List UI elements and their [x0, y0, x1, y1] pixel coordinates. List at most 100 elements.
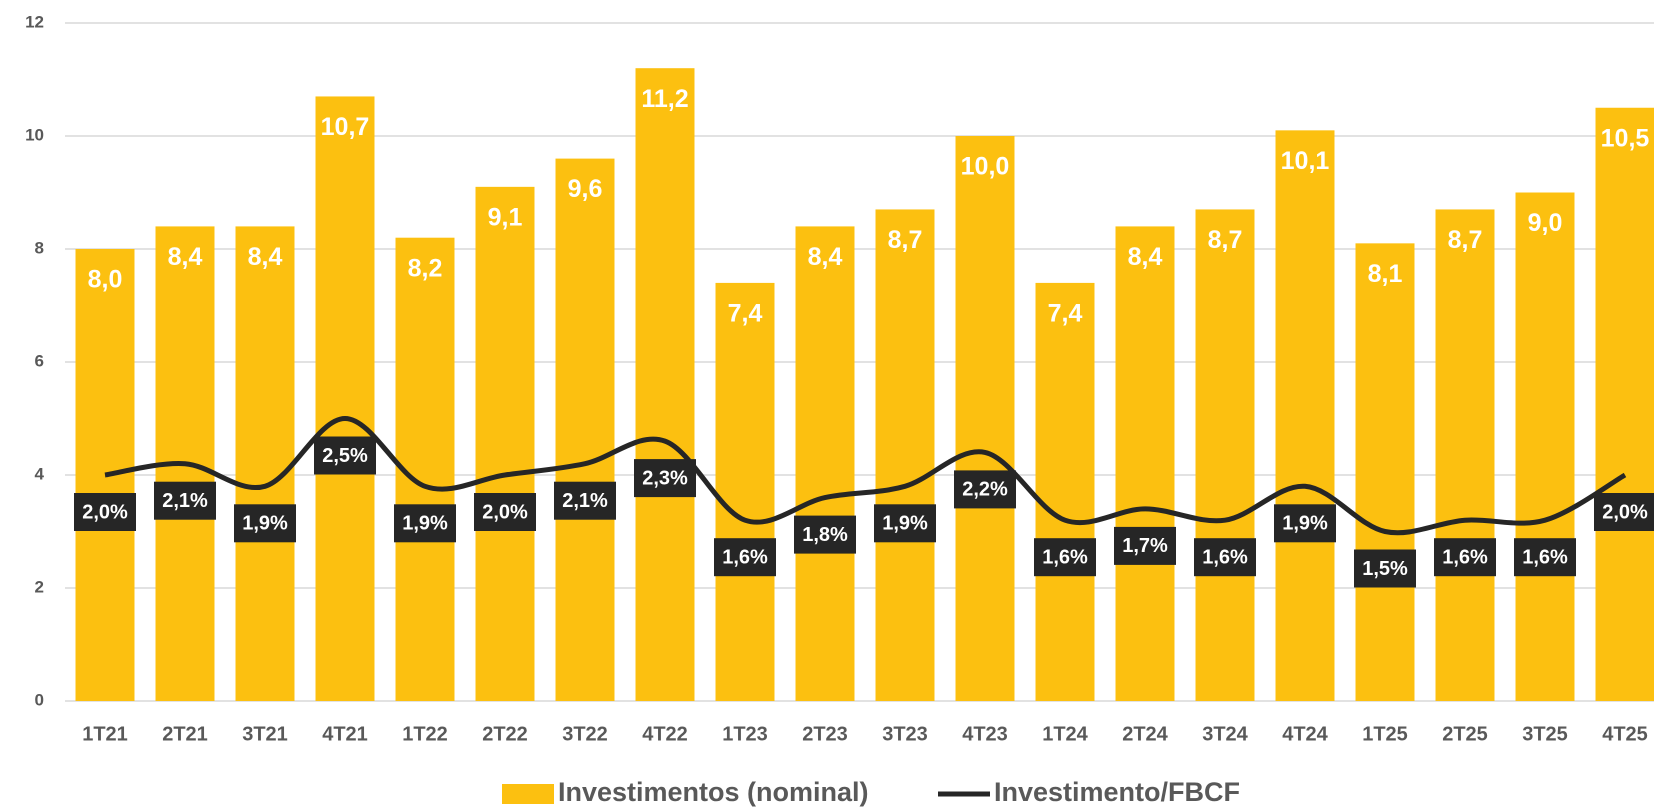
- line-label-box: [394, 504, 456, 543]
- bar: [1035, 282, 1095, 701]
- line-label-box: [234, 504, 296, 543]
- line-label-box: [1514, 538, 1576, 577]
- x-tick-label: 4T23: [962, 723, 1008, 745]
- line-value-label: 2,1%: [162, 490, 208, 512]
- line-label-box: [954, 470, 1016, 509]
- line-label-box: [1434, 538, 1496, 577]
- y-tick-label: 10: [25, 125, 44, 144]
- line-value-label: 1,9%: [882, 513, 928, 535]
- line-value-label: 1,9%: [242, 513, 288, 535]
- line-label-box: [794, 515, 856, 554]
- bar-value-label: 8,4: [168, 243, 203, 271]
- y-tick-label: 2: [35, 577, 44, 596]
- line-value-label: 1,6%: [1042, 546, 1088, 568]
- legend-label: Investimento/FBCF: [994, 777, 1240, 807]
- bar-value-label: 11,2: [641, 85, 688, 113]
- x-tick-label: 1T23: [722, 723, 768, 745]
- line-label-box: [634, 459, 696, 498]
- x-tick-label: 2T22: [482, 723, 528, 745]
- bar-value-label: 8,2: [408, 254, 443, 282]
- line-value-label: 1,9%: [402, 513, 448, 535]
- bar: [315, 96, 375, 701]
- bar-value-label: 8,7: [888, 226, 923, 254]
- bar-value-label: 9,6: [568, 175, 603, 203]
- x-tick-label: 1T24: [1042, 723, 1088, 745]
- line-value-label: 2,3%: [642, 467, 688, 489]
- bar: [475, 186, 535, 702]
- line-label-box: [714, 538, 776, 577]
- y-tick-label: 4: [35, 464, 45, 483]
- y-tick-label: 0: [35, 690, 44, 709]
- bar-value-label: 8,4: [1128, 243, 1163, 271]
- x-tick-label: 4T25: [1602, 723, 1648, 745]
- bar-value-label: 10,7: [321, 113, 370, 141]
- line: [104, 415, 1627, 536]
- line-value-label: 2,2%: [962, 479, 1008, 501]
- x-tick-label: 4T22: [642, 723, 688, 745]
- line-label-box: [1114, 526, 1176, 565]
- x-tick-label: 4T24: [1282, 723, 1328, 745]
- bar: [235, 226, 295, 701]
- line-value-label: 2,0%: [1602, 501, 1648, 523]
- bar: [1115, 226, 1175, 701]
- line-label-box: [154, 481, 216, 520]
- line-label-box: [1034, 538, 1096, 577]
- line-label-box: [1274, 504, 1336, 543]
- line-value-label: 1,6%: [1442, 546, 1488, 568]
- line-value-label: 2,1%: [562, 490, 608, 512]
- bar-value-label: 7,4: [1048, 300, 1083, 328]
- bar: [1595, 107, 1654, 701]
- legend-label: Investimentos (nominal): [558, 777, 869, 807]
- bar: [1435, 209, 1495, 701]
- bar: [1355, 243, 1415, 701]
- bar: [1195, 209, 1255, 701]
- x-tick-label: 1T25: [1362, 723, 1408, 745]
- line-label-box: [74, 493, 136, 531]
- line-label-box: [1194, 538, 1256, 577]
- bar-value-label: 10,1: [1281, 147, 1330, 175]
- legend-swatch: [502, 784, 554, 804]
- bar-value-label: 8,1: [1368, 260, 1403, 288]
- bar-value-label: 7,4: [728, 300, 763, 328]
- line-value-label: 1,6%: [1522, 546, 1568, 568]
- bar: [555, 158, 615, 702]
- bar: [715, 282, 775, 701]
- x-tick-label: 3T24: [1202, 723, 1248, 745]
- bar-value-label: 8,4: [248, 243, 283, 271]
- bar: [635, 68, 695, 701]
- line-value-label: 1,9%: [1282, 513, 1328, 535]
- line-value-label: 2,0%: [482, 501, 528, 523]
- bar-value-label: 8,7: [1208, 226, 1243, 254]
- x-tick-label: 3T21: [242, 723, 288, 745]
- line-label-box: [1354, 549, 1416, 588]
- x-tick-label: 1T21: [82, 723, 128, 745]
- x-tick-label: 2T23: [802, 723, 848, 745]
- line-value-label: 1,5%: [1362, 558, 1408, 580]
- line-value-label: 2,5%: [322, 445, 368, 467]
- line-value-label: 1,7%: [1122, 535, 1168, 557]
- bar: [1515, 192, 1575, 701]
- bar-value-label: 8,7: [1448, 226, 1483, 254]
- line-value-label: 1,6%: [722, 546, 768, 568]
- bar-value-label: 10,0: [961, 153, 1010, 181]
- bar: [1275, 130, 1335, 702]
- line-label-box: [1594, 493, 1654, 531]
- bar-value-label: 10,5: [1601, 124, 1650, 152]
- x-tick-label: 4T21: [322, 723, 368, 745]
- line-value-label: 1,8%: [802, 524, 848, 546]
- x-tick-label: 2T24: [1122, 723, 1168, 745]
- bar-value-label: 9,0: [1528, 209, 1563, 237]
- x-tick-label: 1T22: [402, 723, 448, 745]
- bar: [875, 209, 935, 701]
- line-label-box: [874, 504, 936, 543]
- x-tick-label: 3T22: [562, 723, 608, 745]
- x-tick-label: 2T21: [162, 723, 208, 745]
- x-tick-label: 3T25: [1522, 723, 1568, 745]
- x-tick-label: 2T25: [1442, 723, 1488, 745]
- bar: [955, 136, 1015, 701]
- y-tick-label: 12: [25, 12, 44, 31]
- bar-value-label: 9,1: [488, 203, 523, 231]
- line-label-box: [474, 493, 536, 531]
- line-value-label: 2,0%: [82, 501, 128, 523]
